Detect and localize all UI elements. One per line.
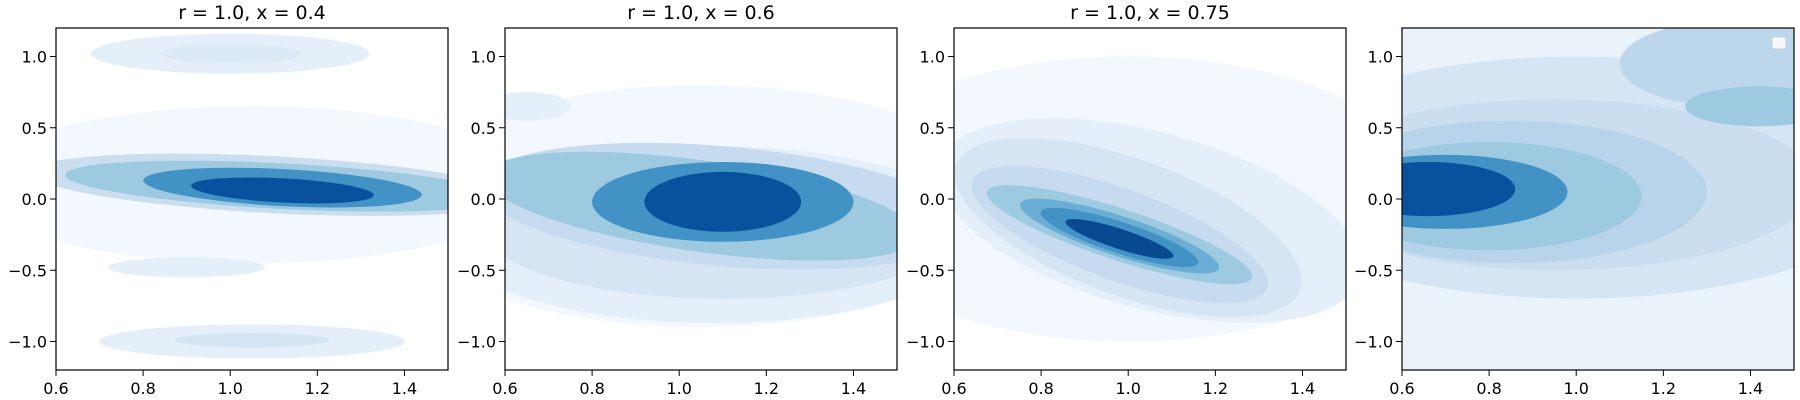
contour-level-4 [1685,86,1794,127]
contour-level-7 [191,177,374,204]
x-tick-label: 1.0 [1563,379,1588,398]
y-tick-label: 0.0 [471,190,496,209]
y-tick-label: −0.5 [1354,261,1393,280]
y-tick-label: −0.5 [8,261,47,280]
contour-level-3 [173,332,331,348]
y-tick-label: −1.0 [8,333,47,352]
x-tick-label: 0.8 [1476,379,1501,398]
chart-panel-2: 0.6 0.8 1.0 1.2 1.4 −1.0 −0.5 0.0 0.5 1.0 r = 1.0,… [457,2,898,398]
x-tick-label: 1.2 [1651,379,1676,398]
x-tick-label: 0.8 [130,379,155,398]
x-tick-label: 0.8 [1028,379,1053,398]
x-tick-label: 1.4 [841,379,866,398]
x-tick-label: 1.0 [666,379,691,398]
panel-title: r = 1.0, x = 0.6 [627,2,775,24]
y-tick-label: 1.0 [471,48,496,67]
contour-level-3 [160,43,300,64]
contour-fills [954,56,1346,342]
y-tick-label: 0.5 [471,119,496,138]
x-tick-label: 1.4 [1290,379,1315,398]
panel-title: r = 1.0, x = 0.4 [178,2,326,24]
y-tick-label: 0.0 [920,190,945,209]
contour-level-8 [1065,218,1174,259]
panel-title: r = 1.0, x = 0.75 [1070,2,1230,24]
contour-level-2 [108,257,266,278]
y-tick-label: 1.0 [22,48,47,67]
y-tick-label: −1.0 [1354,333,1393,352]
x-tick-label: 0.8 [579,379,604,398]
x-tick-label: 0.6 [492,379,517,398]
x-tick-label: 1.4 [392,379,417,398]
x-tick-label: 1.4 [1738,379,1763,398]
y-tick-label: −0.5 [457,261,496,280]
y-tick-label: 0.0 [1368,190,1393,209]
x-tick-label: 0.6 [941,379,966,398]
x-tick-label: 1.2 [305,379,330,398]
y-tick-label: −1.0 [457,333,496,352]
contour-fills [56,33,448,359]
x-tick-label: 0.6 [1389,379,1414,398]
x-tick-label: 1.2 [754,379,779,398]
contour-fills [1402,28,1794,299]
contour-level-2 [505,92,571,121]
contour-fills [505,85,897,328]
y-tick-label: 0.5 [22,119,47,138]
y-tick-label: 1.0 [1368,48,1393,67]
chart-panel-3: 0.6 0.8 1.0 1.2 1.4 −1.0 −0.5 0.0 0.5 1.0 r = 1.0,… [906,2,1347,398]
chart-panel-4: 0.6 0.8 1.0 1.2 1.4 −1.0 −0.5 0.0 0.5 1.0 [1354,27,1795,398]
chart-panel-1: 0.6 0.8 1.0 1.2 1.4 −1.0 −0.5 0.0 0.5 1.0 r = 1.0,… [8,2,449,398]
y-tick-label: 0.5 [1368,119,1393,138]
y-tick-label: −1.0 [906,333,945,352]
contour-level-6 [1402,161,1516,217]
x-tick-label: 0.6 [43,379,68,398]
x-tick-label: 1.0 [217,379,242,398]
contour-level-7 [644,171,802,232]
y-tick-label: −0.5 [906,261,945,280]
y-tick-label: 0.5 [920,119,945,138]
x-tick-label: 1.2 [1203,379,1228,398]
x-tick-label: 1.0 [1115,379,1140,398]
y-tick-label: 1.0 [920,48,945,67]
y-tick-label: 0.0 [22,190,47,209]
legend-box [1771,36,1787,50]
